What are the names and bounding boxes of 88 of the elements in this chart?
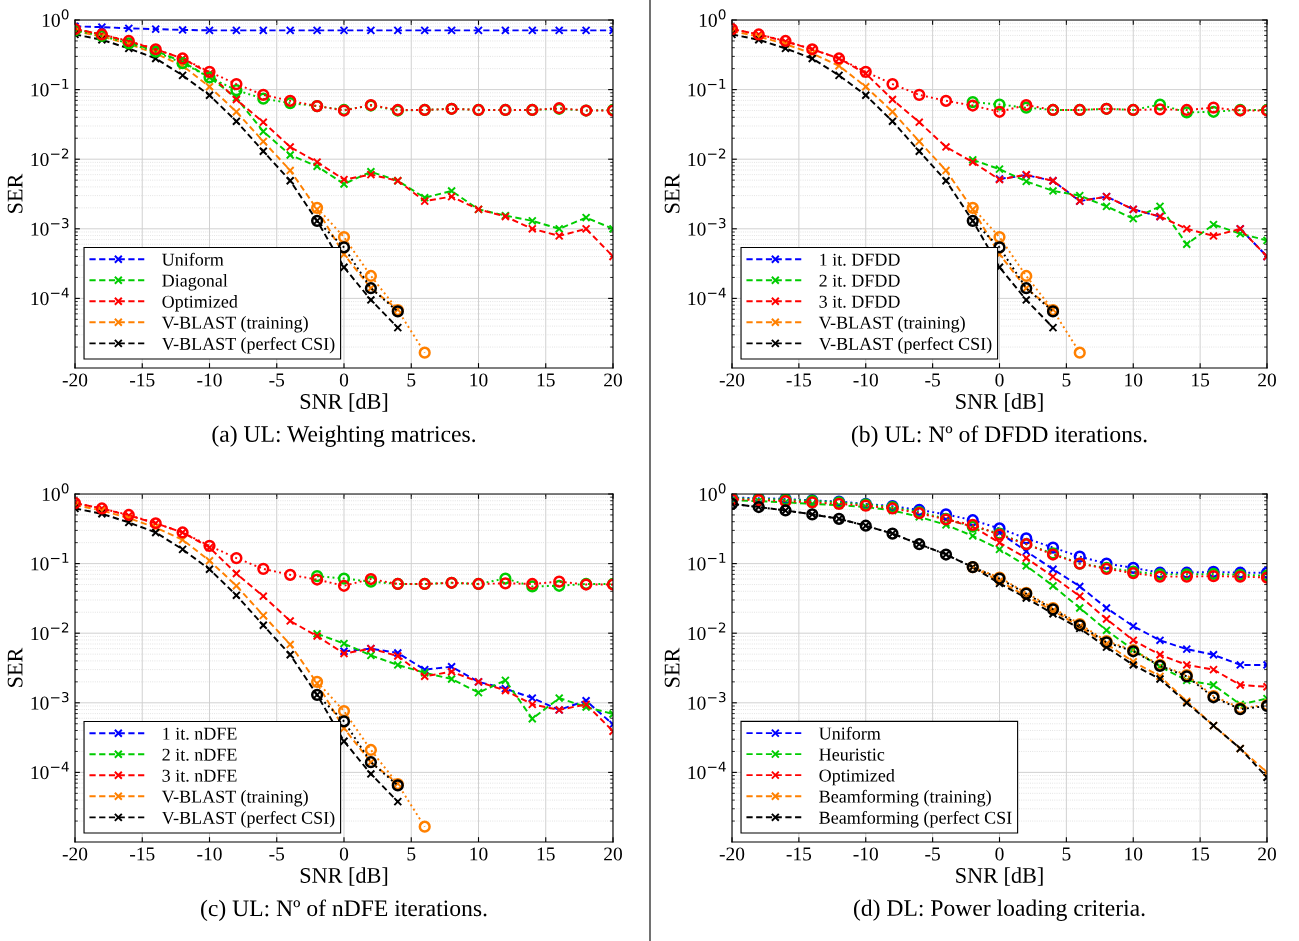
x-tick-label: -20 bbox=[719, 373, 745, 387]
x-tick-label: 0 bbox=[339, 847, 349, 861]
x-tick-label: 0 bbox=[339, 373, 349, 387]
x-tick-label: -5 bbox=[925, 847, 940, 861]
y-tick-label: 10$^{−4}$ bbox=[31, 287, 69, 306]
y-tick-label: 10$^{−3}$ bbox=[688, 691, 726, 710]
legend-label: V-BLAST (perfect CSI) bbox=[161, 811, 335, 828]
x-tick-label: 5 bbox=[1062, 847, 1071, 861]
y-tick-label: 10$^{−1}$ bbox=[31, 78, 69, 97]
x-tick-label: -15 bbox=[786, 373, 812, 387]
x-tick-label: -15 bbox=[786, 847, 812, 861]
x-tick-label: 5 bbox=[407, 373, 416, 387]
legend-label: Diagonal bbox=[162, 274, 228, 291]
x-tick-label: -5 bbox=[925, 373, 940, 387]
x-tick-label: -20 bbox=[719, 847, 745, 861]
x-tick-label: -20 bbox=[62, 847, 88, 861]
x-axis-title: SNR [dB] bbox=[956, 393, 1043, 412]
legend-label: Uniform bbox=[819, 726, 881, 740]
x-tick-label: -10 bbox=[853, 373, 878, 387]
legend-label: V-BLAST (perfect CSI) bbox=[818, 337, 992, 354]
legend-label: V-BLAST (training) bbox=[161, 316, 308, 333]
x-tick-label: 10 bbox=[1125, 373, 1143, 387]
y-tick-label: 10$^{0}$ bbox=[42, 483, 69, 501]
y-axis-title: SER bbox=[664, 173, 680, 213]
x-tick-label: -5 bbox=[269, 847, 285, 861]
x-axis-title: SNR [dB] bbox=[300, 867, 388, 886]
legend-label: V-BLAST (perfect CSI) bbox=[161, 337, 335, 354]
x-tick-label: 10 bbox=[470, 373, 488, 387]
legend-label: 1 it. nDFE bbox=[163, 727, 237, 740]
y-axis-title: SER bbox=[664, 647, 680, 687]
x-tick-label: -10 bbox=[197, 847, 222, 861]
x-tick-label: 10 bbox=[470, 847, 488, 861]
y-tick-label: 10$^{−2}$ bbox=[688, 148, 726, 167]
x-tick-label: 5 bbox=[1062, 373, 1071, 387]
x-tick-label: -10 bbox=[197, 373, 222, 387]
legend-label: Beamforming (perfect CSI bbox=[819, 810, 1012, 828]
legend-label: 3 it. nDFE bbox=[162, 769, 237, 782]
x-axis-title: SNR [dB] bbox=[300, 393, 388, 412]
x-axis-title: SNR [dB] bbox=[956, 867, 1043, 886]
y-tick-label: 10$^{−4}$ bbox=[31, 761, 69, 780]
y-tick-label: 10$^{−2}$ bbox=[31, 148, 69, 167]
x-tick-label: 5 bbox=[407, 847, 416, 861]
y-tick-label: 10$^{−4}$ bbox=[688, 761, 726, 780]
legend-label: Heuristic bbox=[819, 748, 885, 761]
y-tick-label: 10$^{0}$ bbox=[699, 483, 726, 501]
y-tick-label: 10$^{−1}$ bbox=[688, 552, 726, 571]
y-tick-label: 10$^{−4}$ bbox=[688, 287, 726, 306]
x-tick-label: 0 bbox=[995, 373, 1004, 387]
x-tick-label: 0 bbox=[995, 847, 1004, 861]
legend-label: 1 it. DFDD bbox=[820, 253, 900, 266]
x-tick-label: -10 bbox=[853, 847, 878, 861]
y-tick-label: 10$^{−2}$ bbox=[688, 622, 726, 641]
x-tick-label: -20 bbox=[62, 373, 88, 387]
y-axis-title: SER bbox=[7, 173, 23, 213]
x-tick-label: 10 bbox=[1125, 847, 1143, 861]
text: (a) UL: Weighting matrices. bbox=[212, 425, 476, 447]
x-tick-label: 20 bbox=[604, 373, 622, 387]
y-tick-label: 10$^{0}$ bbox=[42, 9, 69, 27]
legend-label: Uniform bbox=[162, 252, 224, 266]
legend-label: 3 it. DFDD bbox=[819, 295, 900, 308]
legend-label: Optimized bbox=[162, 295, 238, 312]
legend-label: Beamforming (training) bbox=[819, 789, 991, 807]
y-tick-label: 10$^{−1}$ bbox=[688, 78, 726, 97]
x-tick-label: -15 bbox=[130, 847, 155, 861]
legend-label: V-BLAST (training) bbox=[818, 316, 965, 333]
text: (c) UL: Nº of nDFE iterations. bbox=[201, 899, 487, 922]
text: (b) UL: Nº of DFDD iterations. bbox=[851, 425, 1147, 448]
y-tick-label: 10$^{−3}$ bbox=[688, 217, 726, 236]
y-tick-label: 10$^{−3}$ bbox=[31, 691, 69, 710]
legend-label: 2 it. DFDD bbox=[819, 274, 900, 287]
x-tick-label: -15 bbox=[130, 373, 155, 387]
x-tick-label: 20 bbox=[604, 847, 622, 861]
legend-label: Optimized bbox=[819, 768, 895, 786]
x-tick-label: 15 bbox=[537, 847, 555, 861]
y-tick-label: 10$^{−1}$ bbox=[31, 552, 69, 571]
text: (d) DL: Power loading criteria. bbox=[854, 899, 1145, 921]
x-tick-label: 20 bbox=[1258, 373, 1276, 387]
x-tick-label: 15 bbox=[1192, 847, 1210, 861]
x-tick-label: 15 bbox=[537, 373, 555, 387]
legend-label: 2 it. nDFE bbox=[162, 748, 237, 761]
x-tick-label: 20 bbox=[1258, 847, 1276, 861]
legend-label: V-BLAST (training) bbox=[161, 790, 308, 807]
y-tick-label: 10$^{−2}$ bbox=[31, 622, 69, 641]
y-tick-label: 10$^{0}$ bbox=[699, 9, 726, 27]
x-tick-label: -5 bbox=[269, 373, 285, 387]
y-tick-label: 10$^{−3}$ bbox=[31, 217, 69, 236]
x-tick-label: 15 bbox=[1192, 373, 1210, 387]
y-axis-title: SER bbox=[7, 647, 23, 687]
